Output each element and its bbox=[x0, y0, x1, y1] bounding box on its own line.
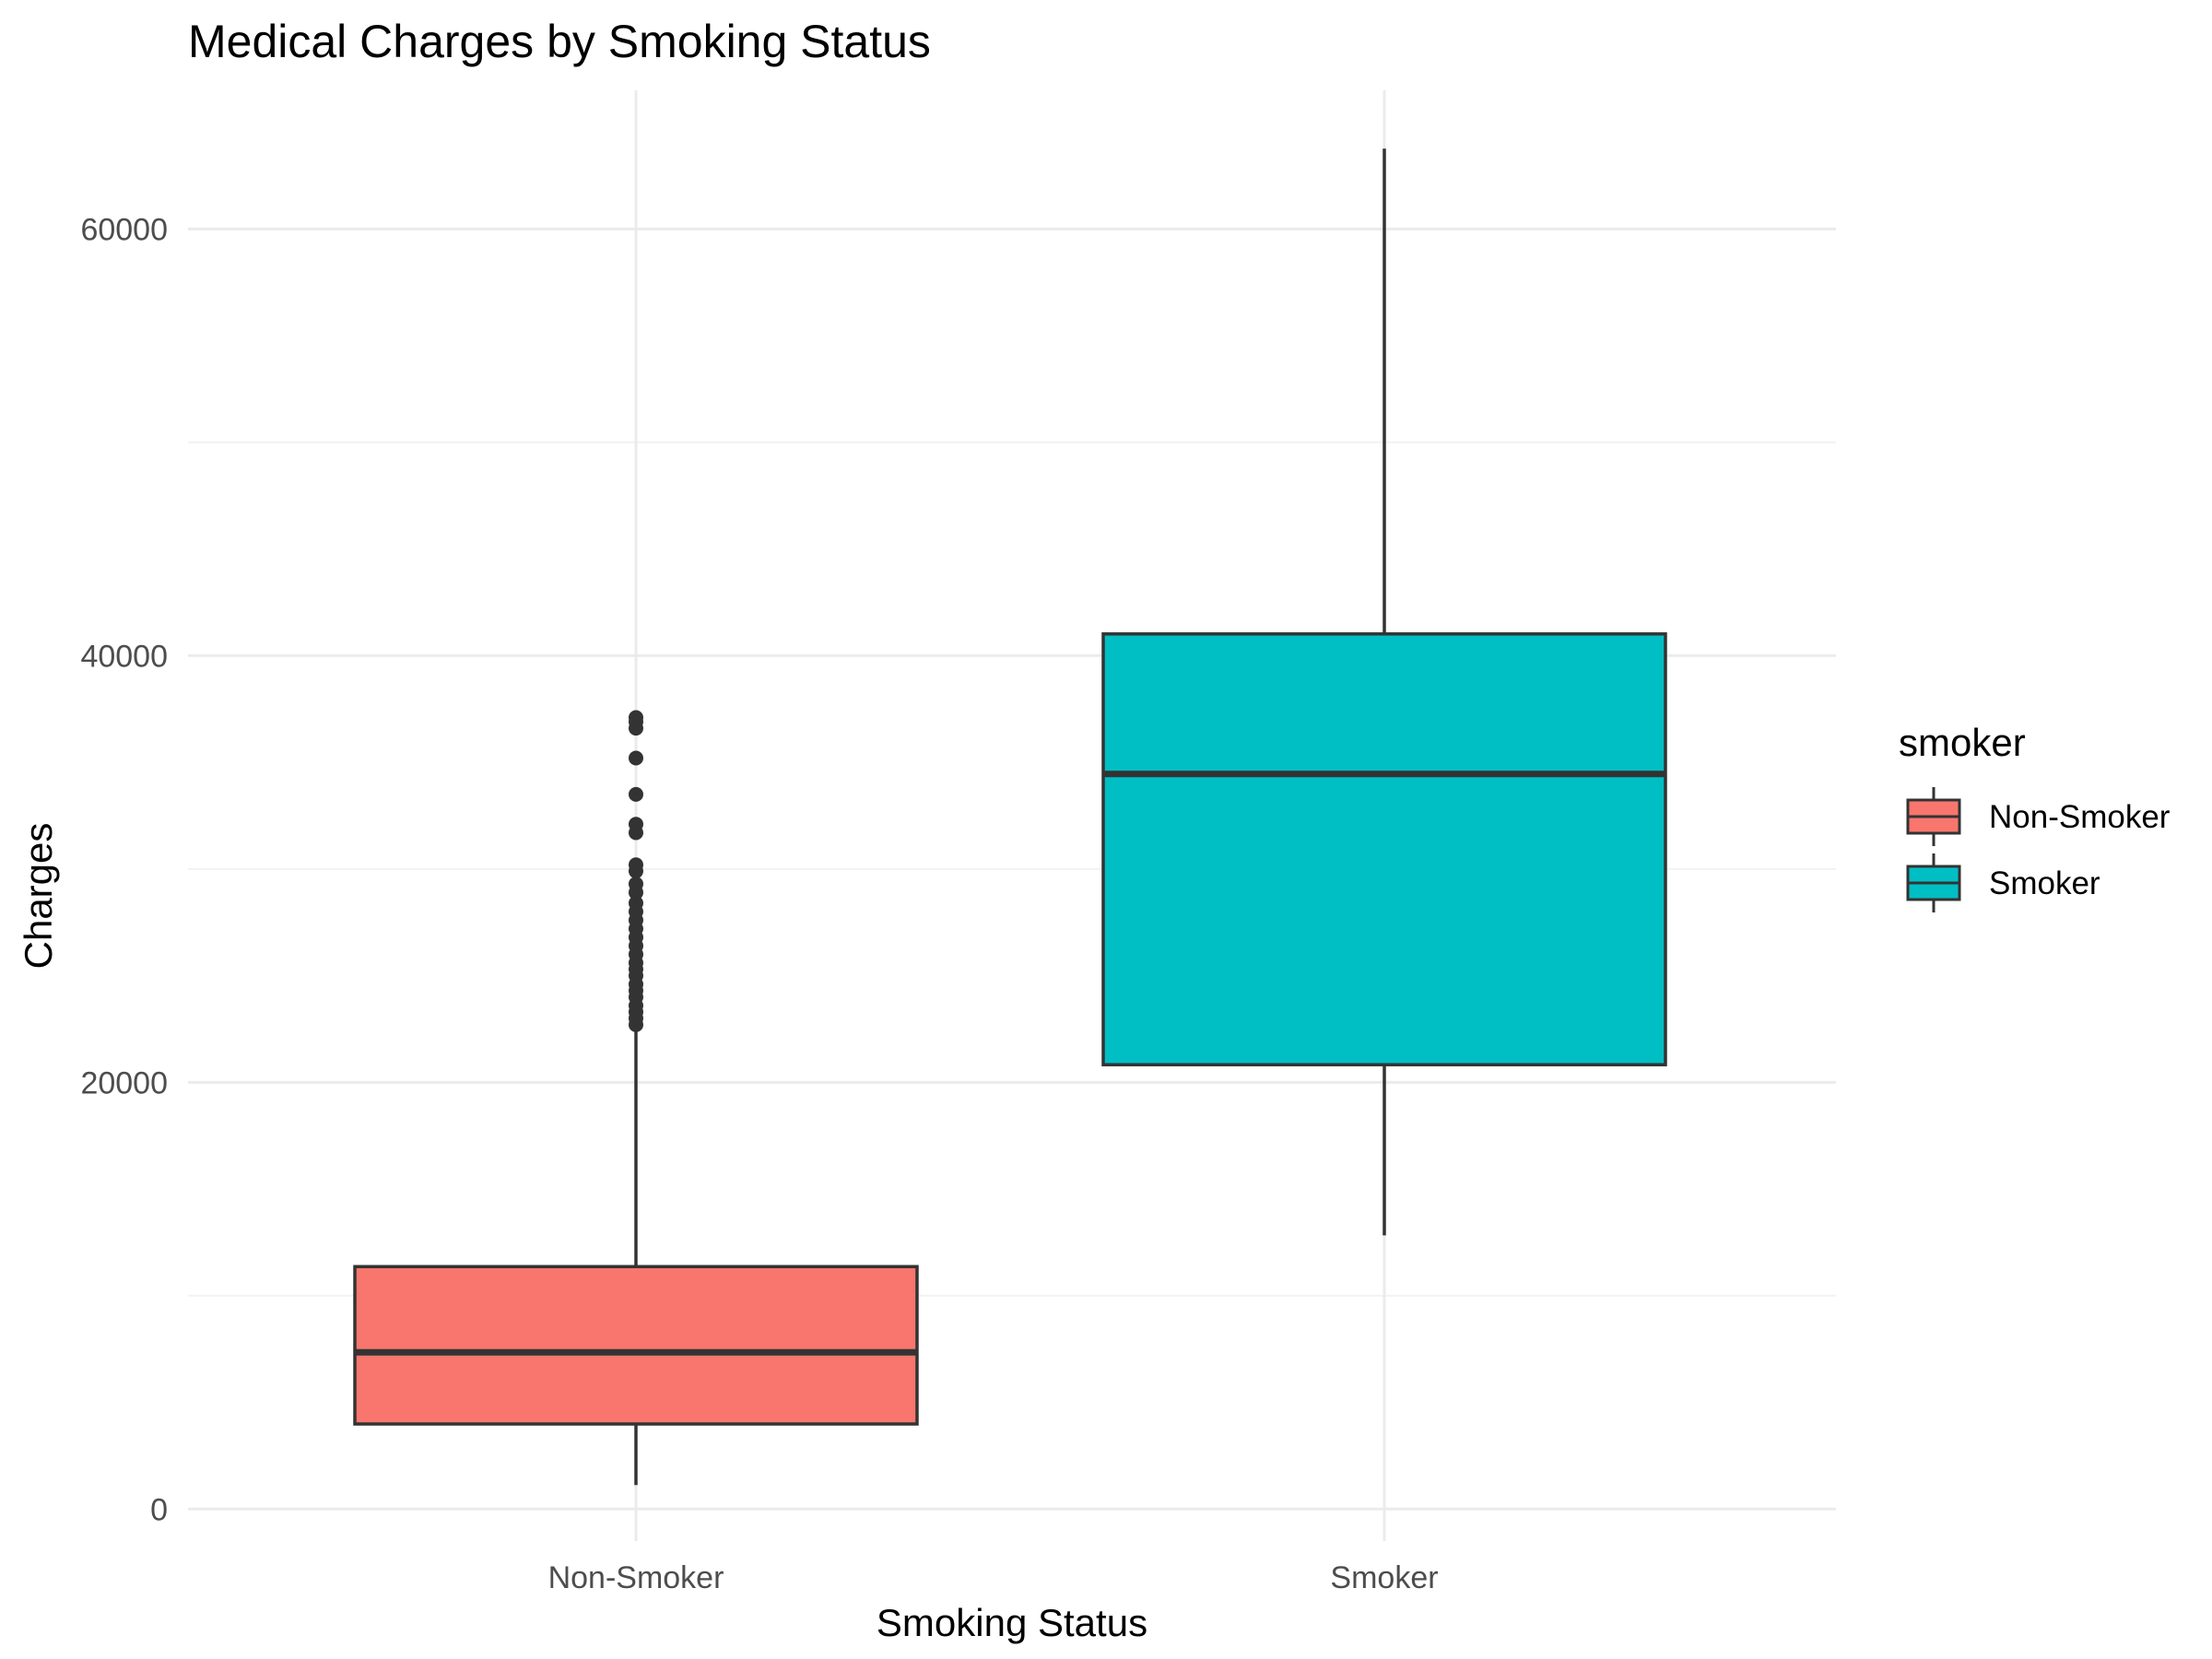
x-axis-tick-labels: Non-Smoker Smoker bbox=[548, 1560, 1439, 1595]
legend-title: smoker bbox=[1899, 721, 2026, 764]
outlier-point bbox=[629, 817, 643, 832]
outlier-point bbox=[629, 786, 643, 802]
legend-entry: Smoker bbox=[1906, 853, 2100, 912]
legend-label: Smoker bbox=[1989, 865, 2100, 901]
y-tick-label: 60000 bbox=[80, 212, 168, 247]
box-body bbox=[1101, 632, 1667, 1066]
box-non-smoker bbox=[353, 710, 919, 1486]
x-tick-label: Smoker bbox=[1330, 1560, 1438, 1595]
outlier-point bbox=[629, 710, 643, 725]
outlier-point bbox=[629, 877, 643, 892]
y-axis-tick-labels: 0 20000 40000 60000 bbox=[80, 212, 168, 1527]
y-tick-label: 0 bbox=[150, 1492, 168, 1527]
y-tick-label: 20000 bbox=[80, 1065, 168, 1100]
legend: smoker Non-Smoker Smoker bbox=[1899, 721, 2171, 912]
outlier-point bbox=[629, 857, 643, 873]
outlier-point bbox=[629, 895, 643, 911]
y-tick-label: 40000 bbox=[80, 639, 168, 674]
y-axis-title: Charges bbox=[17, 823, 60, 970]
legend-label: Non-Smoker bbox=[1989, 799, 2171, 835]
x-tick-label: Non-Smoker bbox=[548, 1560, 724, 1595]
chart-title: Medical Charges by Smoking Status bbox=[188, 16, 931, 67]
outlier-point bbox=[629, 750, 643, 766]
box-smoker bbox=[1101, 148, 1667, 1236]
legend-entries: Non-Smoker Smoker bbox=[1906, 787, 2171, 912]
x-axis-title: Smoking Status bbox=[877, 1601, 1147, 1644]
box-body bbox=[353, 1265, 919, 1426]
legend-entry: Non-Smoker bbox=[1906, 787, 2171, 846]
box-layer bbox=[353, 148, 1667, 1486]
